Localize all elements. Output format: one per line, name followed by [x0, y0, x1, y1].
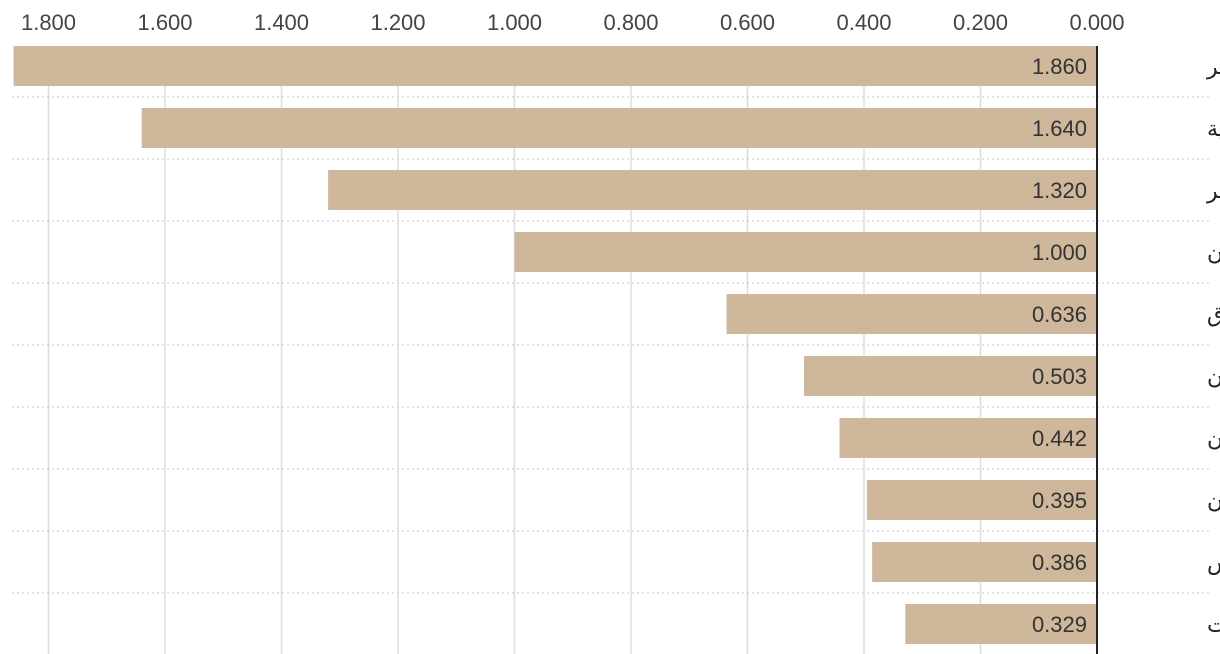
value-label: 0.386 — [1032, 550, 1087, 575]
tick-label: 1.000 — [487, 10, 542, 35]
bar — [839, 418, 1097, 458]
bar — [905, 604, 1097, 644]
category-label: عُمان — [1207, 489, 1220, 514]
value-label: 0.442 — [1032, 426, 1087, 451]
category-label: باكستان — [1207, 365, 1220, 390]
value-label: 0.636 — [1032, 302, 1087, 327]
category-label: تونس — [1207, 551, 1220, 576]
tick-label: 1.400 — [254, 10, 309, 35]
value-label: 1.000 — [1032, 240, 1087, 265]
tick-label: 0.600 — [720, 10, 775, 35]
bar — [866, 480, 1097, 520]
value-label: 1.860 — [1032, 54, 1087, 79]
value-labels: 1.860 1.640 1.320 1.000 0.636 0.503 0.442 0.395… — [1032, 54, 1087, 637]
category-label: العراق — [1207, 303, 1220, 328]
tick-label: 1.800 — [21, 10, 76, 35]
value-label: 1.320 — [1032, 178, 1087, 203]
category-label: الإمارات — [1207, 613, 1220, 638]
bars — [13, 46, 1098, 644]
category-label: إيران — [1207, 241, 1220, 266]
category-label: السعودية — [1207, 117, 1220, 142]
bar — [328, 170, 1098, 210]
bar — [804, 356, 1097, 396]
bar — [726, 294, 1097, 334]
category-label: الجزائر — [1206, 179, 1220, 204]
value-label: 1.640 — [1032, 116, 1087, 141]
value-label: 0.395 — [1032, 488, 1087, 513]
bar — [514, 232, 1097, 272]
tick-labels: 0.000 0.200 0.400 0.600 0.800 1.000 1.200 1.400… — [21, 10, 1125, 35]
bar — [872, 542, 1097, 582]
value-label: 0.329 — [1032, 612, 1087, 637]
tick-label: 0.200 — [953, 10, 1008, 35]
category-label: السودان — [1207, 427, 1220, 452]
tick-label: 0.000 — [1069, 10, 1124, 35]
tick-label: 0.400 — [836, 10, 891, 35]
category-labels: مصر السعودية الجزائر إيران العراق باكستان السو… — [1206, 55, 1220, 638]
bar — [13, 46, 1097, 86]
value-label: 0.503 — [1032, 364, 1087, 389]
tick-label: 1.200 — [370, 10, 425, 35]
tick-label: 1.600 — [137, 10, 192, 35]
tick-label: 0.800 — [603, 10, 658, 35]
category-label: مصر — [1206, 55, 1220, 80]
bar — [141, 108, 1097, 148]
